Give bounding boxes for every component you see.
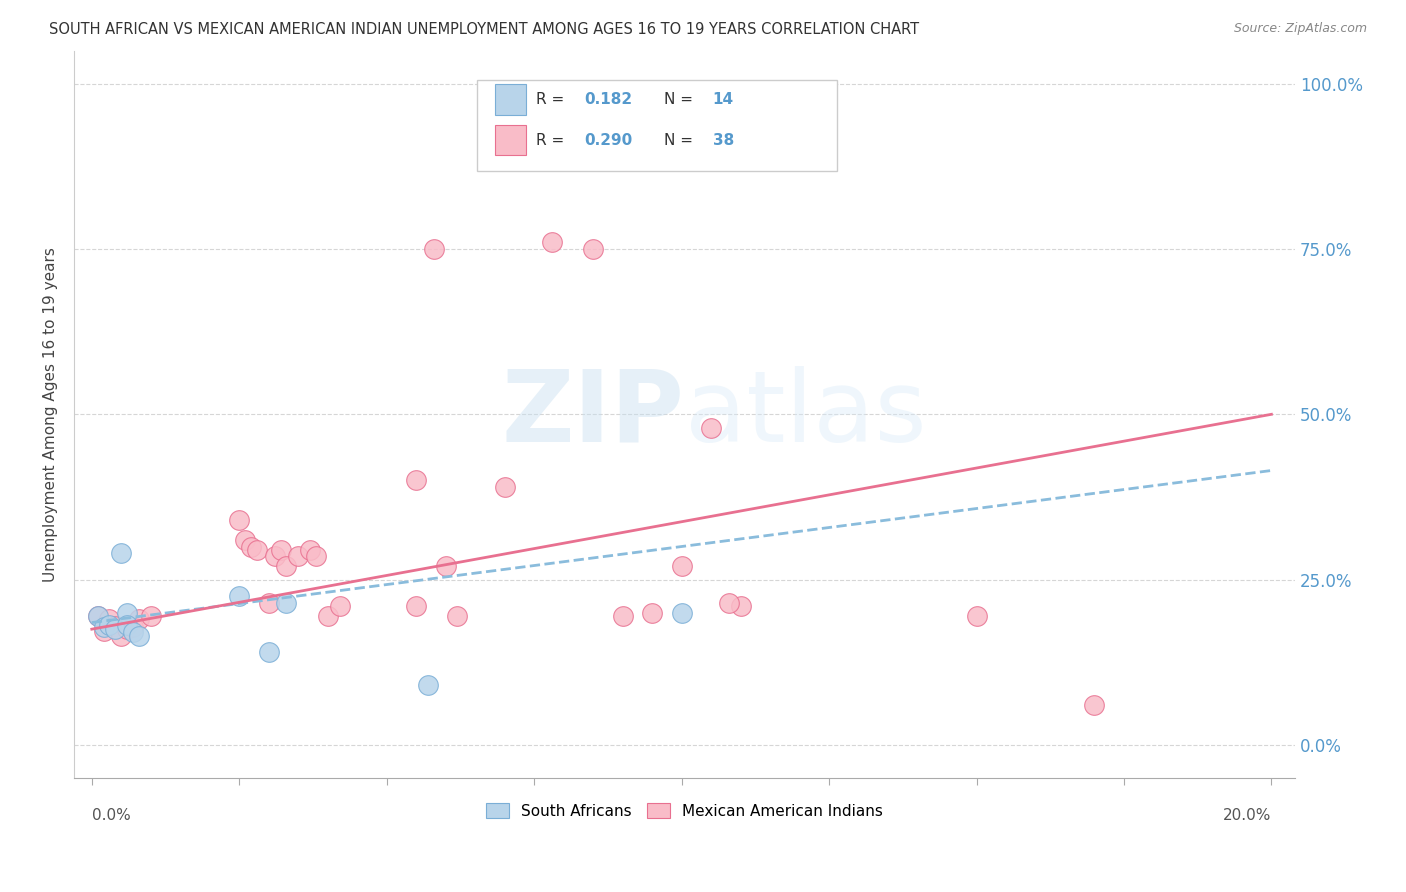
- Text: 0.290: 0.290: [585, 133, 633, 148]
- Text: R =: R =: [536, 92, 569, 107]
- Point: [270, 542, 292, 557]
- Point: [700, 420, 723, 434]
- Point: [104, 619, 127, 633]
- Point: [228, 513, 250, 527]
- Text: Source: ZipAtlas.com: Source: ZipAtlas.com: [1233, 22, 1367, 36]
- Text: 14: 14: [713, 92, 734, 107]
- Text: R =: R =: [536, 133, 569, 148]
- FancyBboxPatch shape: [477, 79, 837, 170]
- Point: [257, 596, 280, 610]
- Point: [405, 599, 427, 613]
- Y-axis label: Unemployment Among Ages 16 to 19 years: Unemployment Among Ages 16 to 19 years: [44, 247, 58, 582]
- Text: 20.0%: 20.0%: [1223, 808, 1271, 823]
- Text: 0.182: 0.182: [585, 92, 633, 107]
- Point: [671, 606, 693, 620]
- Point: [276, 596, 298, 610]
- Point: [540, 235, 562, 250]
- Point: [641, 606, 664, 620]
- Point: [104, 622, 127, 636]
- FancyBboxPatch shape: [495, 84, 526, 115]
- Point: [228, 589, 250, 603]
- Point: [86, 609, 108, 624]
- Point: [423, 242, 446, 256]
- FancyBboxPatch shape: [495, 125, 526, 155]
- Point: [93, 624, 115, 639]
- Point: [257, 645, 280, 659]
- Point: [86, 609, 108, 624]
- Point: [115, 617, 138, 632]
- Text: SOUTH AFRICAN VS MEXICAN AMERICAN INDIAN UNEMPLOYMENT AMONG AGES 16 TO 19 YEARS : SOUTH AFRICAN VS MEXICAN AMERICAN INDIAN…: [49, 22, 920, 37]
- Point: [717, 596, 740, 610]
- Point: [276, 559, 298, 574]
- Point: [582, 242, 605, 256]
- Point: [98, 617, 121, 632]
- Text: 0.0%: 0.0%: [91, 808, 131, 823]
- Point: [98, 612, 121, 626]
- Text: atlas: atlas: [685, 366, 927, 463]
- Point: [446, 609, 468, 624]
- Point: [730, 599, 752, 613]
- Point: [405, 474, 427, 488]
- Point: [328, 599, 350, 613]
- Point: [966, 609, 988, 624]
- Text: N =: N =: [664, 133, 697, 148]
- Point: [612, 609, 634, 624]
- Point: [1083, 698, 1105, 713]
- Point: [305, 549, 328, 564]
- Point: [93, 620, 115, 634]
- Point: [298, 542, 321, 557]
- Point: [671, 559, 693, 574]
- Point: [434, 559, 457, 574]
- Point: [233, 533, 256, 547]
- Point: [240, 540, 263, 554]
- Point: [122, 625, 145, 640]
- Point: [110, 629, 132, 643]
- Point: [122, 620, 145, 634]
- Text: ZIP: ZIP: [502, 366, 685, 463]
- Point: [139, 609, 162, 624]
- Point: [110, 546, 132, 560]
- Point: [115, 606, 138, 620]
- Point: [263, 549, 285, 564]
- Point: [246, 542, 269, 557]
- Point: [115, 622, 138, 636]
- Point: [494, 480, 516, 494]
- Point: [287, 549, 309, 564]
- Text: 38: 38: [713, 133, 734, 148]
- Legend: South Africans, Mexican American Indians: South Africans, Mexican American Indians: [479, 797, 889, 825]
- Text: N =: N =: [664, 92, 697, 107]
- Point: [128, 612, 150, 626]
- Point: [316, 609, 339, 624]
- Point: [416, 678, 439, 692]
- Point: [128, 629, 150, 643]
